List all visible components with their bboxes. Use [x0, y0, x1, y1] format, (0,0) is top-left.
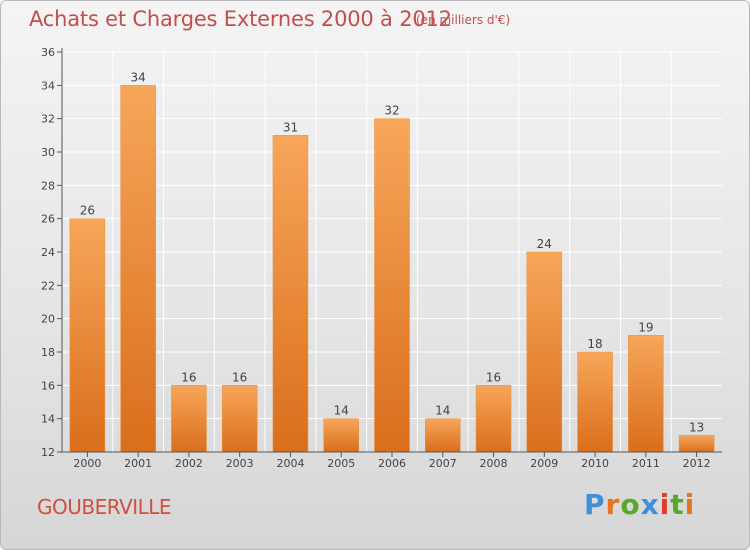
- y-tick-label: 36: [41, 46, 55, 59]
- bar-2012[interactable]: [678, 435, 715, 453]
- y-tick-label: 14: [41, 413, 55, 426]
- value-labels: 26 34 16 16 31 14 32 14 16 24 18 19 13: [80, 70, 705, 434]
- logo-letter: t: [670, 488, 685, 521]
- y-tick-label: 16: [41, 379, 55, 392]
- y-tick-label: 24: [41, 246, 55, 259]
- logo-letter: r: [605, 488, 621, 521]
- value-label: 16: [181, 370, 196, 384]
- value-label: 24: [537, 237, 552, 251]
- x-tick-label: 2009: [530, 457, 558, 470]
- value-label: 14: [334, 404, 349, 418]
- bar-2004[interactable]: [272, 135, 309, 453]
- x-tick-label: 2002: [175, 457, 203, 470]
- value-label: 16: [232, 370, 247, 384]
- x-tick-label: 2006: [378, 457, 406, 470]
- proxiti-logo[interactable]: Proxiti: [584, 488, 695, 521]
- value-label: 32: [384, 104, 399, 118]
- x-tick-label: 2003: [226, 457, 254, 470]
- axes: 12 14 16 18 20 22 24 26 28 30 32 34 36 2000 2001 2002 20…: [41, 46, 722, 470]
- x-tick-label: 2000: [73, 457, 101, 470]
- y-tick-label: 22: [41, 279, 55, 292]
- y-tick-label: 28: [41, 179, 55, 192]
- y-tick-label: 20: [41, 313, 55, 326]
- y-tick-label: 34: [41, 79, 55, 92]
- value-label: 18: [587, 337, 602, 351]
- logo-letter: o: [620, 488, 641, 521]
- y-tick-label: 26: [41, 213, 55, 226]
- x-tick-label: 2001: [124, 457, 152, 470]
- x-tick-label: 2007: [429, 457, 457, 470]
- value-label: 31: [283, 120, 298, 134]
- logo-letter: P: [584, 488, 606, 521]
- chart-title: Achats et Charges Externes 2000 à 2012: [29, 7, 452, 31]
- bar-2003[interactable]: [221, 385, 258, 453]
- bar-2005[interactable]: [323, 418, 359, 453]
- bar-2011[interactable]: [628, 335, 664, 453]
- bars: [69, 85, 715, 453]
- chart-subtitle: (en milliers d'€): [416, 13, 511, 27]
- x-tick-label: 2010: [581, 457, 609, 470]
- x-tick-label: 2008: [480, 457, 508, 470]
- x-tick-label: 2005: [327, 457, 355, 470]
- value-label: 19: [638, 320, 653, 334]
- x-tick-label: 2004: [276, 457, 304, 470]
- bar-2010[interactable]: [577, 351, 613, 453]
- value-label: 14: [435, 404, 450, 418]
- value-label: 34: [131, 70, 146, 84]
- bar-2006[interactable]: [374, 118, 410, 453]
- bar-2001[interactable]: [120, 85, 156, 453]
- bar-2008[interactable]: [475, 385, 512, 453]
- logo-letter: i: [684, 488, 696, 521]
- logo-letter: x: [640, 488, 660, 521]
- value-label: 26: [80, 204, 95, 218]
- bar-2009[interactable]: [526, 251, 563, 453]
- y-tick-label: 30: [41, 146, 55, 159]
- x-tick-label: 2011: [632, 457, 660, 470]
- y-tick-label: 32: [41, 113, 55, 126]
- bar-2000[interactable]: [69, 218, 106, 453]
- bar-2002[interactable]: [171, 385, 207, 453]
- value-label: 16: [486, 370, 501, 384]
- y-tick-label: 18: [41, 346, 55, 359]
- logo-letter: i: [659, 488, 671, 521]
- commune-name: GOUBERVILLE: [37, 495, 172, 519]
- y-tick-label: 12: [41, 446, 55, 459]
- bar-2007[interactable]: [425, 418, 461, 453]
- value-label: 13: [689, 420, 704, 434]
- x-tick-label: 2012: [683, 457, 711, 470]
